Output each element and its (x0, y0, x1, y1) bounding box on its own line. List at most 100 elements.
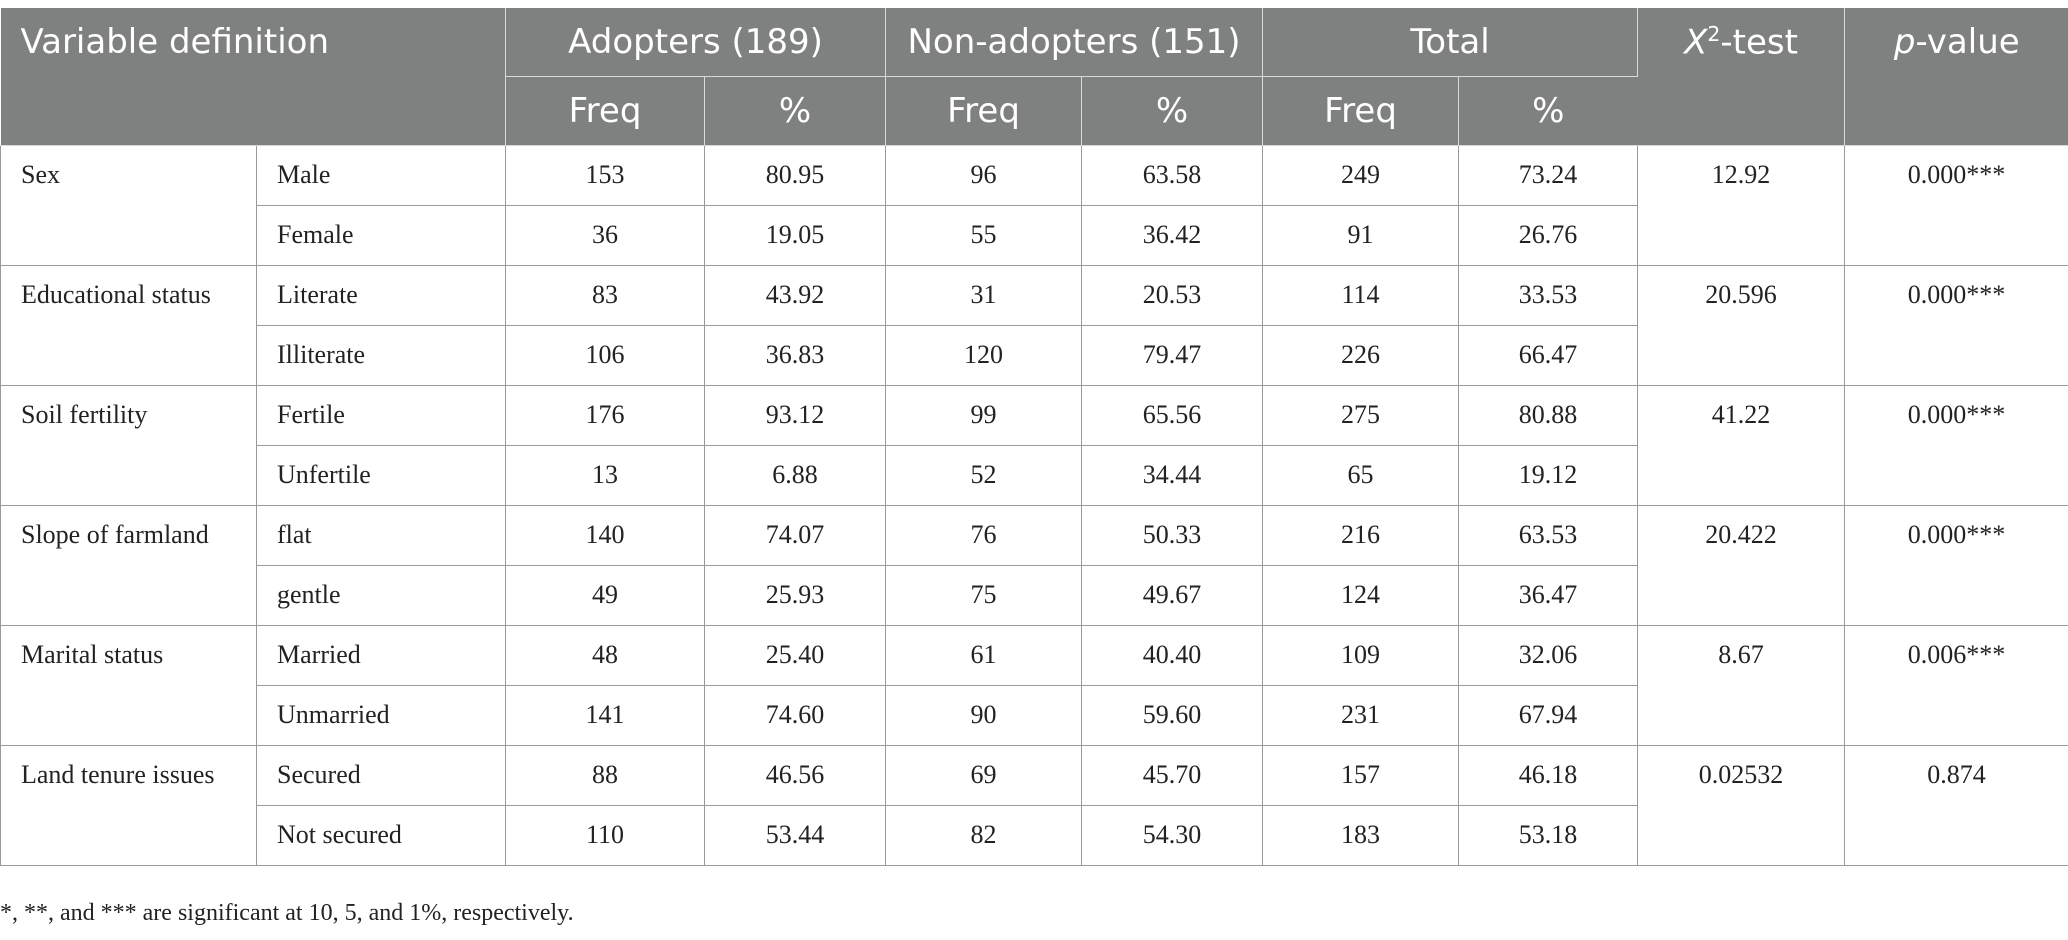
cell-non-adopters-freq: 31 (885, 265, 1083, 326)
cell-non-adopters-freq: 75 (885, 565, 1083, 626)
cell-adopters-percent: 43.92 (704, 265, 887, 326)
cell-adopters-percent: 80.95 (704, 145, 887, 206)
cell-total-percent: 19.12 (1458, 445, 1639, 506)
p-value: 0.000*** (1844, 505, 2068, 626)
p-value: 0.874 (1844, 745, 2068, 866)
cell-non-adopters-percent: 50.33 (1081, 505, 1264, 566)
cell-non-adopters-percent: 49.67 (1081, 565, 1264, 626)
category-label: Fertile (255, 385, 507, 446)
header-adopters-percent: % (704, 76, 887, 146)
variable-name: Educational status (0, 265, 257, 386)
cell-non-adopters-percent: 20.53 (1081, 265, 1264, 326)
cell-adopters-percent: 53.44 (704, 805, 887, 866)
cell-total-freq: 124 (1262, 565, 1460, 626)
cell-adopters-freq: 36 (505, 205, 706, 266)
cell-adopters-freq: 106 (505, 325, 706, 386)
category-label: Married (255, 625, 507, 686)
statistics-table: Variable definition Adopters (189) Non-a… (0, 8, 2068, 866)
table-row: Soil fertility Fertile 176 93.12 99 65.56 275 8… (0, 385, 2068, 506)
variable-name: Soil fertility (0, 385, 257, 506)
cell-total-percent: 33.53 (1458, 265, 1639, 326)
cell-adopters-percent: 93.12 (704, 385, 887, 446)
table-row: Land tenure issues Secured 88 46.56 69 45.70 1… (0, 745, 2068, 866)
chi-square-value: 20.596 (1637, 265, 1846, 386)
cell-adopters-percent: 25.40 (704, 625, 887, 686)
cell-non-adopters-freq: 82 (885, 805, 1083, 866)
cell-total-percent: 67.94 (1458, 685, 1639, 746)
cell-non-adopters-percent: 36.42 (1081, 205, 1264, 266)
cell-non-adopters-percent: 79.47 (1081, 325, 1264, 386)
p-value: 0.006*** (1844, 625, 2068, 746)
cell-adopters-freq: 88 (505, 745, 706, 806)
chi-square-value: 12.92 (1637, 145, 1846, 266)
header-total: Total (1262, 8, 1639, 77)
variable-name: Land tenure issues (0, 745, 257, 866)
cell-non-adopters-freq: 52 (885, 445, 1083, 506)
category-label: Female (255, 205, 507, 266)
cell-adopters-freq: 141 (505, 685, 706, 746)
variable-name: Sex (0, 145, 257, 266)
chi-square-value: 0.02532 (1637, 745, 1846, 866)
cell-adopters-percent: 74.07 (704, 505, 887, 566)
cell-total-freq: 275 (1262, 385, 1460, 446)
cell-non-adopters-freq: 120 (885, 325, 1083, 386)
header-total-percent: % (1458, 76, 1638, 146)
header-adopters: Adopters (189) (505, 8, 887, 77)
p-value: 0.000*** (1844, 265, 2068, 386)
cell-total-freq: 249 (1262, 145, 1460, 206)
cell-total-percent: 46.18 (1458, 745, 1639, 806)
table-row: gentle 49 25.93 75 49.67 124 36.47 (1, 565, 2068, 626)
cell-non-adopters-freq: 90 (885, 685, 1083, 746)
cell-adopters-freq: 83 (505, 265, 706, 326)
cell-total-percent: 63.53 (1458, 505, 1639, 566)
category-label: Illiterate (255, 325, 507, 386)
header-non-adopters-freq: Freq (885, 76, 1083, 146)
cell-total-percent: 32.06 (1458, 625, 1639, 686)
header-p-value: p-value (1844, 8, 2068, 146)
header-chi-square-test: X2-test (1637, 8, 1846, 146)
table-row: Marital status Married 48 25.40 61 40.40 109 32… (0, 625, 2068, 746)
cell-non-adopters-freq: 61 (885, 625, 1083, 686)
table-row: Illiterate 106 36.83 120 79.47 226 66.47 (1, 325, 2068, 386)
cell-total-freq: 226 (1262, 325, 1460, 386)
cell-non-adopters-percent: 59.60 (1081, 685, 1264, 746)
cell-non-adopters-freq: 99 (885, 385, 1083, 446)
cell-adopters-freq: 48 (505, 625, 706, 686)
cell-total-freq: 157 (1262, 745, 1460, 806)
cell-non-adopters-percent: 54.30 (1081, 805, 1264, 866)
cell-total-freq: 91 (1262, 205, 1460, 266)
cell-total-freq: 231 (1262, 685, 1460, 746)
cell-adopters-freq: 13 (505, 445, 706, 506)
category-label: Unfertile (255, 445, 507, 506)
table-footnote: *, **, and *** are significant at 10, 5,… (0, 900, 574, 926)
cell-adopters-freq: 153 (505, 145, 706, 206)
table-row: Educational status Literate 83 43.92 31 20.53… (0, 265, 2068, 386)
cell-non-adopters-percent: 45.70 (1081, 745, 1264, 806)
cell-total-percent: 53.18 (1458, 805, 1639, 866)
category-label: Not secured (255, 805, 507, 866)
cell-non-adopters-percent: 63.58 (1081, 145, 1264, 206)
table-row: Not secured 110 53.44 82 54.30 183 53.18 (1, 805, 2068, 866)
cell-non-adopters-freq: 96 (885, 145, 1083, 206)
cell-non-adopters-freq: 69 (885, 745, 1083, 806)
cell-total-freq: 183 (1262, 805, 1460, 866)
cell-non-adopters-percent: 65.56 (1081, 385, 1264, 446)
cell-adopters-freq: 110 (505, 805, 706, 866)
cell-adopters-percent: 74.60 (704, 685, 887, 746)
cell-adopters-percent: 36.83 (704, 325, 887, 386)
cell-adopters-percent: 46.56 (704, 745, 887, 806)
category-label: Secured (255, 745, 507, 806)
variable-name: Marital status (0, 625, 257, 746)
cell-non-adopters-percent: 34.44 (1081, 445, 1264, 506)
cell-total-freq: 216 (1262, 505, 1460, 566)
category-label: gentle (255, 565, 507, 626)
table-header: Variable definition Adopters (189) Non-a… (0, 8, 2068, 146)
header-total-freq: Freq (1262, 76, 1460, 146)
table-row: Unmarried 141 74.60 90 59.60 231 67.94 (1, 685, 2068, 746)
table-row: Slope of farmland flat 140 74.07 76 50.33 216 6… (0, 505, 2068, 626)
cell-adopters-freq: 49 (505, 565, 706, 626)
cell-non-adopters-freq: 76 (885, 505, 1083, 566)
header-variable-definition: Variable definition (0, 8, 507, 146)
cell-adopters-percent: 6.88 (704, 445, 887, 506)
cell-non-adopters-freq: 55 (885, 205, 1083, 266)
